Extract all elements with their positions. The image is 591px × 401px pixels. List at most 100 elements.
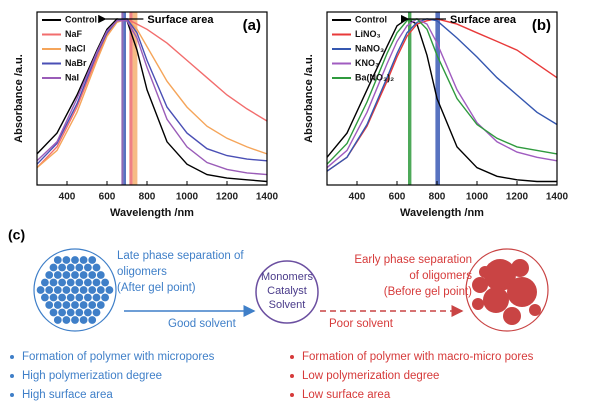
plot-frame [36,11,268,186]
legend-label: Ba(NO₃)₂ [355,72,394,82]
micropore [71,286,79,294]
micropore [79,316,88,324]
micropore [62,316,71,324]
caption: Late phase separation of [117,250,244,262]
micropore [75,308,84,317]
series-line [36,18,268,169]
micropore [49,293,58,302]
micropore [96,271,105,279]
caption: (After gel point) [117,282,196,294]
band [121,12,124,185]
x-tick-label: 1000 [176,192,199,203]
band [408,12,412,185]
center-text: Solvent [269,299,306,311]
caption: (Before gel point) [384,286,472,298]
micropore [88,316,97,324]
bullet-text: Low surface area [302,389,391,401]
micropore [92,293,101,302]
micropore [92,278,101,287]
bullet-text: High surface area [22,389,113,401]
micropore [66,308,75,317]
center-circle [255,260,319,324]
micropore [62,286,71,294]
micropore [41,293,49,302]
x-tick-label: 800 [139,192,156,203]
micropore [88,286,97,294]
plot-frame [326,11,558,186]
y-axis-label: Absorbance /a.u. [303,54,315,143]
x-tick-label: 1000 [466,192,489,203]
micropore [101,278,109,287]
micropore [105,286,114,294]
annotation: Surface area [450,14,517,26]
legend-label: NaNO₃ [355,43,384,53]
micropore [62,256,71,264]
micropore [71,256,79,264]
panel-label: (b) [532,17,551,34]
series-line [326,18,558,165]
series-line [326,18,558,172]
macropore-circle [465,248,549,332]
panel-label: (c) [8,227,25,243]
micropore [41,278,49,287]
center-text: Monomers [261,271,313,283]
legend-label: Control [355,14,387,24]
micropore [66,278,75,287]
micropore [71,271,79,279]
x-axis-label: Wavelength /nm [400,207,484,219]
caption: Early phase separation [354,254,472,266]
micropore [58,308,66,317]
bullet-text: Formation of polymer with micropores [22,351,215,363]
bullet [290,393,294,397]
series-line [36,18,268,183]
center-text: Catalyst [267,285,307,297]
micropore [75,278,84,287]
bullet [10,355,14,359]
micropore [96,301,105,309]
band [123,12,126,185]
micropore [71,301,79,309]
x-tick-label: 1400 [256,192,279,203]
micropore [88,271,97,279]
micropore [49,278,58,287]
micropore [45,286,54,294]
bullet [10,393,14,397]
series-line [326,18,557,183]
series-line [36,18,268,165]
micropore [88,301,97,309]
micropore [84,263,92,272]
bullet-text: Low polymerization degree [302,370,439,382]
caption: oligomers [117,266,167,278]
x-tick-label: 800 [429,192,446,203]
micropore [79,301,88,309]
micropore [53,286,62,294]
series-line [36,18,268,169]
micropore [79,271,88,279]
micropore [92,263,101,272]
arrow-label: Poor solvent [329,318,394,330]
micropore [62,271,71,279]
micropore [58,263,66,272]
micropore [84,293,92,302]
micropore [45,271,54,279]
micropore-circle [33,248,117,332]
series-line [36,20,268,176]
bullet [290,355,294,359]
micropore [53,256,62,264]
micropore [49,308,58,317]
micropore [92,308,101,317]
micropore [58,293,66,302]
micropore [96,286,105,294]
x-tick-label: 1400 [546,192,569,203]
legend-label: NaF [65,29,83,39]
x-tick-label: 400 [349,192,366,203]
x-tick-label: 400 [59,192,76,203]
x-tick-label: 1200 [216,192,239,203]
x-tick-label: 1200 [506,192,529,203]
bullet-text: High polymerization degree [22,370,162,382]
bullet [10,374,14,378]
caption: of oligomers [409,270,472,282]
arrow-label: Good solvent [168,318,237,330]
micropore [36,286,45,294]
annotation: Surface area [147,14,214,26]
